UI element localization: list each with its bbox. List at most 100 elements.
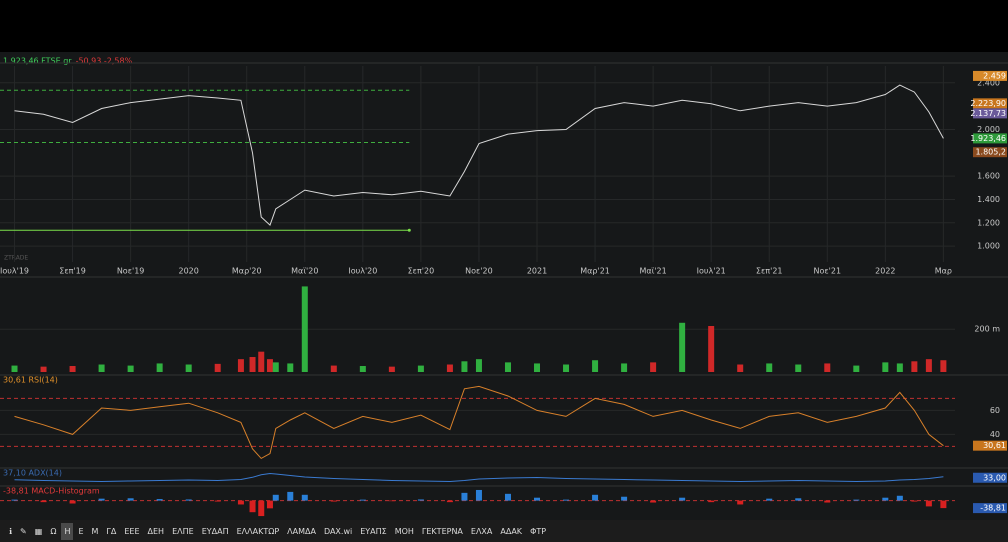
bar [417,365,424,372]
bar [359,366,366,372]
bar [446,500,453,503]
symbol-button[interactable]: ΕΛΛΑΚΤΩΡ [236,526,280,536]
symbol-button[interactable]: ΕΛΧΑ [470,526,493,536]
bar [214,500,221,502]
y-tick-label: 1.400 [977,195,1000,204]
bar [766,498,773,501]
bar [882,362,889,372]
x-tick-label: Μαρ'20 [232,267,262,276]
bar [272,494,279,501]
bar [679,322,686,372]
x-tick-label: Νοε'19 [117,267,145,276]
watermark: ZTRADE [4,255,28,262]
bar [708,500,715,503]
bar [301,286,308,372]
bar [69,366,76,372]
y-tick-label: 40 [990,430,1000,439]
bar [330,365,337,372]
grid-icon[interactable]: ▦ [34,526,43,536]
bar [461,361,468,372]
bar [650,500,657,503]
bar [156,499,163,501]
draw-icon[interactable]: ✎ [20,526,27,536]
symbol-button[interactable]: ΕΥΔΑΠ [201,526,229,536]
bar [795,364,802,372]
info-icon[interactable]: ℹ [9,526,13,536]
symbol-button[interactable]: Ε [78,526,84,536]
bar [853,499,860,501]
bar [882,497,889,501]
x-tick-label: Νοε'20 [465,267,493,276]
bar [940,500,947,509]
x-tick-label: Μαϊ'20 [291,267,318,276]
bar [98,498,105,501]
bar [98,364,105,372]
bar [40,366,47,372]
bar [359,499,366,501]
x-tick-label: Μαϊ'21 [639,267,666,276]
bar [301,494,308,501]
bar [266,500,273,509]
price-marker [973,108,1007,119]
price-marker-label: 2.459 [983,71,1006,80]
y-tick-label: 200 m [974,325,1000,334]
bar [237,500,244,505]
symbol-button[interactable]: DAX.wi [323,526,353,536]
background [0,52,1008,520]
price-marker [973,147,1007,158]
price-marker-label: 2.137,73 [970,109,1006,118]
bar [911,361,918,372]
symbol-button[interactable]: ΕΕΕ [124,526,140,536]
series-line [14,472,944,483]
symbol-button[interactable]: ΕΥΑΠΣ [360,526,387,536]
series-line [14,385,944,460]
x-tick-label: Ιουλ'20 [348,267,377,276]
symbol-button[interactable]: ΕΛΠΕ [172,526,194,536]
bar [679,497,686,501]
panel-title: 30,61 RSI(14) [3,376,58,385]
symbol-button[interactable]: ΦΤΡ [530,526,547,536]
bar [940,360,947,372]
price-marker-label: 1.923,46 [970,134,1006,143]
bar [388,366,395,372]
bar [737,364,744,372]
symbol-button[interactable]: ΑΔΑΚ [500,526,523,536]
symbol-button[interactable]: ΓΕΚΤΕΡΝΑ [421,526,463,536]
price-marker [973,133,1007,144]
x-tick-label: Σεπ'19 [59,267,86,276]
bar [650,362,657,372]
bar [156,363,163,372]
bar [127,365,134,372]
bar [417,499,424,501]
bar [287,491,294,501]
price-marker [973,503,1007,514]
symbol-button[interactable]: ΛΑΜΔΑ [287,526,316,536]
symbol-button[interactable]: ΔΕΗ [147,526,165,536]
price-marker [973,472,1007,483]
symbol-button[interactable]: Ω [50,526,57,536]
bar [40,500,47,503]
symbol-button[interactable]: Η [61,522,74,540]
bar [249,500,256,513]
reference-dot [407,228,411,232]
bar [266,359,273,372]
bar [185,364,192,372]
x-tick-label: Σεπ'21 [756,267,783,276]
x-tick-label: Νοε'21 [813,267,841,276]
bar [127,498,134,501]
price-marker-label: 2.223,90 [970,99,1006,108]
bar [461,492,468,501]
symbol-button[interactable]: ΓΔ [106,526,117,536]
symbol-button[interactable]: ΜΟΗ [394,526,414,536]
bar [388,500,395,502]
symbol-button[interactable]: Μ [91,526,99,536]
bar [911,500,918,502]
bar [504,362,511,372]
price-marker-label: 1.805,2 [975,148,1006,157]
price-marker [973,98,1007,109]
bar [708,326,715,372]
bar [621,496,628,501]
bar [185,499,192,501]
y-tick-label: 2.400 [977,78,1000,87]
bar [504,493,511,501]
